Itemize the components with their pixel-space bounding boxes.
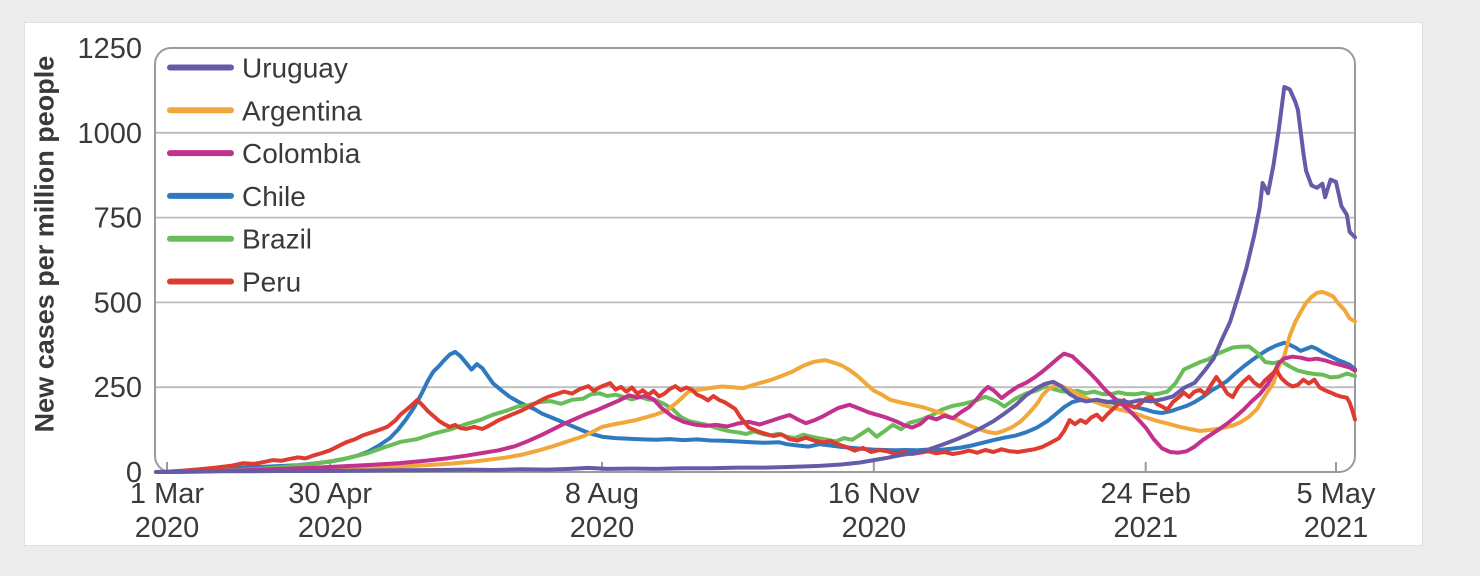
legend-label-brazil: Brazil: [242, 224, 312, 255]
x-tick-label-year: 2020: [842, 512, 907, 544]
y-axis-title: New cases per million people: [29, 55, 60, 433]
legend-label-uruguay: Uruguay: [242, 53, 348, 84]
x-tick-label-year: 2020: [298, 512, 363, 544]
legend-label-colombia: Colombia: [242, 138, 361, 169]
series-line-peru: [154, 367, 1357, 474]
chart-panel: [24, 22, 1423, 546]
y-tick-label-250: 250: [94, 372, 142, 404]
y-tick-label-1000: 1000: [77, 118, 142, 150]
x-tick-label-date: 16 Nov: [828, 478, 920, 510]
plot-frame: [154, 47, 1356, 473]
y-tick-label-0: 0: [126, 457, 142, 489]
x-tick-label-year: 2021: [1113, 512, 1178, 544]
series-line-argentina: [154, 289, 1357, 474]
series-line-brazil: [154, 344, 1357, 474]
series-line-colombia: [154, 351, 1357, 474]
x-tick-label-date: 24 Feb: [1101, 478, 1191, 510]
x-tick-label-date: 5 May: [1297, 478, 1376, 510]
x-tick-label-year: 2020: [135, 512, 200, 544]
x-tick-label-date: 30 Apr: [288, 478, 372, 510]
x-tick-label-date: 1 Mar: [130, 478, 204, 510]
y-tick-label-1250: 1250: [77, 33, 142, 65]
legend-label-argentina: Argentina: [242, 95, 362, 126]
legend-label-chile: Chile: [242, 181, 306, 212]
x-tick-label-year: 2020: [570, 512, 635, 544]
x-tick-label-year: 2021: [1304, 512, 1369, 544]
y-tick-label-750: 750: [94, 203, 142, 235]
series-line-uruguay: [154, 85, 1357, 474]
y-tick-label-500: 500: [94, 287, 142, 319]
legend-label-peru: Peru: [242, 267, 301, 298]
x-tick-label-date: 8 Aug: [565, 478, 639, 510]
